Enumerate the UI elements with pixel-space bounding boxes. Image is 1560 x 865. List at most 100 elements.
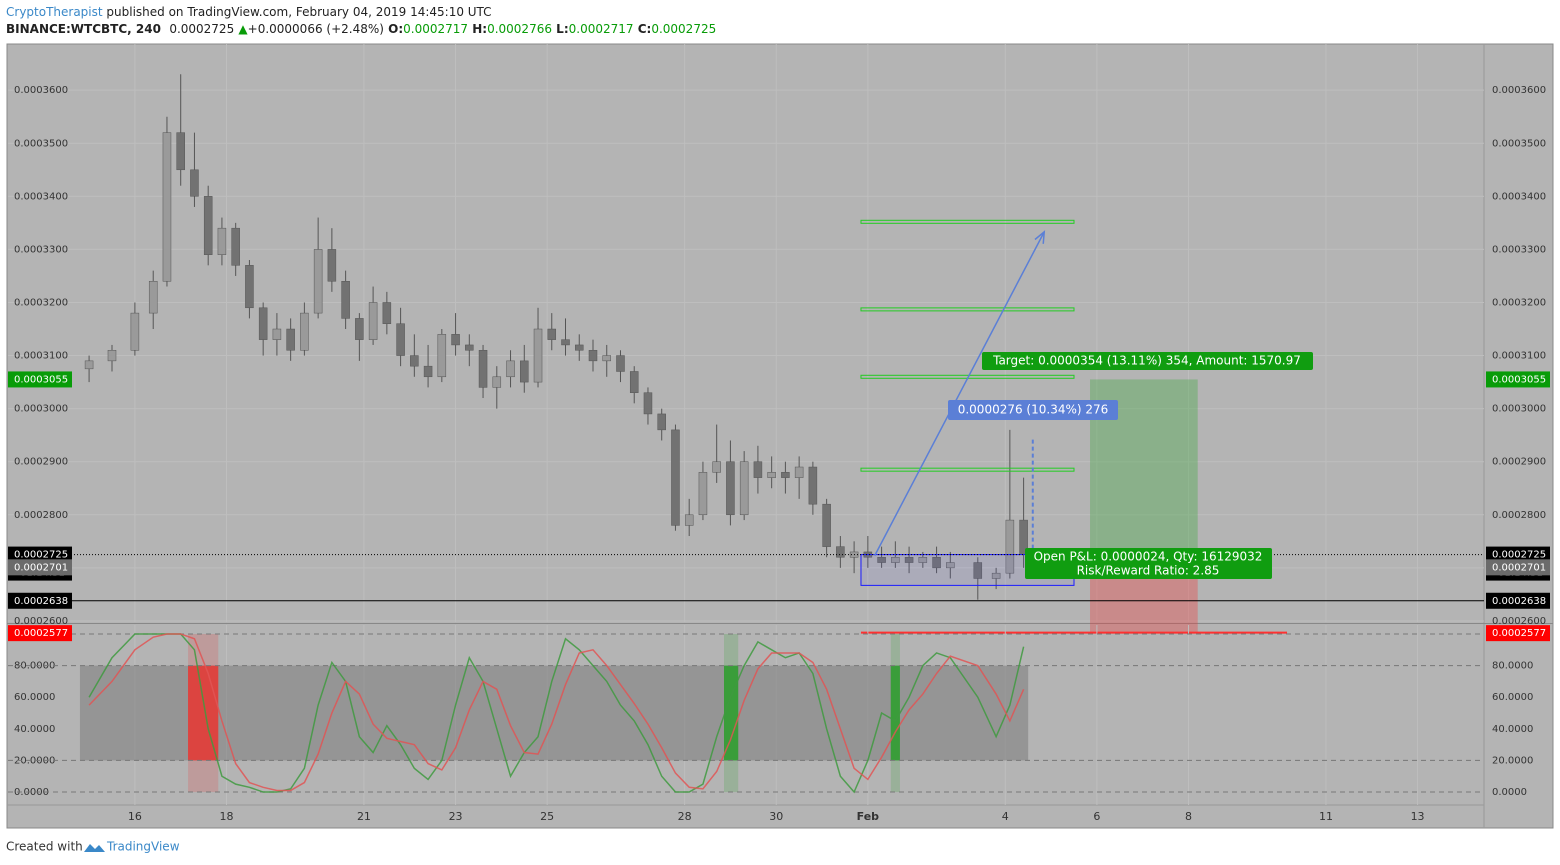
level-tag	[1486, 592, 1550, 609]
candle-body	[671, 429, 680, 526]
candle-body	[217, 227, 227, 255]
candle-body	[767, 472, 776, 478]
pnl-label: Open P&L: 0.0000024, Qty: 16129032	[1034, 550, 1263, 564]
symbol: BINANCE:WTCBTC, 240	[6, 22, 161, 36]
candle-body	[506, 360, 515, 378]
candle-body	[245, 265, 254, 309]
highlight	[890, 665, 900, 761]
candle-body	[382, 302, 392, 324]
x-tick-label: 28	[678, 810, 692, 823]
x-tick-label: 13	[1411, 810, 1425, 823]
candle-body	[602, 355, 611, 362]
measure-label: 0.0000276 (10.34%) 276	[958, 403, 1109, 417]
candle-body	[368, 302, 378, 340]
highlight	[724, 665, 739, 761]
candle-body	[492, 376, 502, 388]
pnl-box	[1025, 548, 1272, 579]
rr-label: Risk/Reward Ratio: 2.85	[1077, 564, 1220, 578]
logo	[84, 844, 105, 852]
candle-body	[726, 461, 735, 516]
y-tick-label: 60.0000	[14, 692, 55, 703]
y-tick-label: 0.0003200	[14, 297, 68, 308]
y-tick-label: 0.0000	[14, 787, 49, 798]
candle-body	[822, 503, 831, 547]
y-tick-label: 20.0000	[14, 755, 55, 766]
l-label: L:	[556, 22, 569, 36]
candle-body	[176, 132, 185, 171]
level-tag	[1486, 546, 1550, 563]
frame	[6, 43, 1554, 829]
candle-body	[643, 392, 653, 415]
level-tag	[8, 371, 72, 388]
target-line	[860, 467, 1075, 472]
candle-body	[561, 339, 570, 346]
candle-body	[286, 328, 295, 351]
candle-body	[918, 556, 928, 563]
candle-body	[313, 249, 323, 314]
x-tick-label: 6	[1093, 810, 1100, 823]
up-arrow: ▲	[238, 22, 248, 36]
y-tick-label: 0.0003000	[14, 404, 68, 415]
x-axis: 16 18 21 23 25 28 30 Feb 4 6 8 11 13	[128, 810, 1425, 823]
candle-body	[203, 196, 213, 255]
y-tick-label-right: 0.0003300	[1492, 244, 1546, 255]
candle-body	[162, 132, 172, 282]
candle-body	[904, 556, 914, 563]
level-label: 0.0002577	[14, 628, 68, 639]
level-tag	[8, 625, 72, 642]
candle-body	[355, 318, 364, 340]
candle-body	[588, 349, 598, 362]
candle-body	[451, 334, 460, 346]
level-label: 0.0002638	[1492, 596, 1546, 607]
y-tick-label: 40.0000	[14, 724, 55, 735]
target-line	[860, 307, 1075, 312]
candle-body	[781, 472, 790, 478]
h-label: H:	[472, 22, 488, 36]
candle-body	[932, 556, 941, 569]
arrow-head	[1034, 230, 1046, 244]
brand[interactable]: TradingView	[106, 840, 180, 854]
candle-body	[891, 556, 900, 563]
y-tick-label: 0.0003600	[14, 85, 68, 96]
target-line	[860, 219, 1075, 224]
candle-body	[739, 461, 749, 516]
c-label: C:	[637, 22, 652, 36]
candle-body	[973, 562, 983, 579]
y-tick-label-right: 80.0000	[1492, 661, 1533, 672]
candle-body	[520, 360, 529, 383]
candle-body	[657, 413, 666, 431]
level-tag	[8, 592, 72, 609]
candle-body	[712, 461, 721, 473]
candle-body	[84, 360, 94, 370]
x-tick-label: 23	[449, 810, 463, 823]
header-line1: CryptoTherapist published on TradingView…	[6, 5, 492, 19]
author[interactable]: CryptoTherapist	[6, 5, 103, 19]
x-tick-label: 25	[540, 810, 554, 823]
level-tag	[1486, 559, 1550, 576]
candle-body	[478, 349, 488, 388]
stoch-line	[88, 633, 1025, 792]
level-label: 0.0002638	[14, 596, 68, 607]
candle-body	[753, 461, 763, 478]
candle-body	[575, 344, 584, 351]
stoch-line	[88, 633, 1025, 794]
low: 0.0002717	[568, 22, 634, 36]
y-tick-label-right: 0.0000	[1492, 787, 1527, 798]
candle-body	[107, 349, 117, 362]
y-tick-label-right: 20.0000	[1492, 755, 1533, 766]
stoch-pane: 0.0000 0.0000 20.0000 20.0000 40.0000 40.0000…	[8, 625, 1540, 805]
x-tick-label: 8	[1185, 810, 1192, 823]
level-label: 0.0002577	[1492, 628, 1546, 639]
y-tick-label-right: 0.0003200	[1492, 297, 1546, 308]
level-label: 0.0002701	[1492, 562, 1546, 573]
candle-body	[190, 169, 199, 197]
y-tick-label: 80.0000	[14, 661, 55, 672]
x-tick-label: 16	[128, 810, 142, 823]
y-tick-label-right: 0.0003500	[1492, 138, 1546, 149]
candle-body	[616, 355, 625, 372]
candle-body	[130, 312, 140, 351]
level-label: 0.0003055	[14, 374, 68, 385]
candle-body	[396, 323, 405, 356]
close: 0.0002725	[651, 22, 717, 36]
